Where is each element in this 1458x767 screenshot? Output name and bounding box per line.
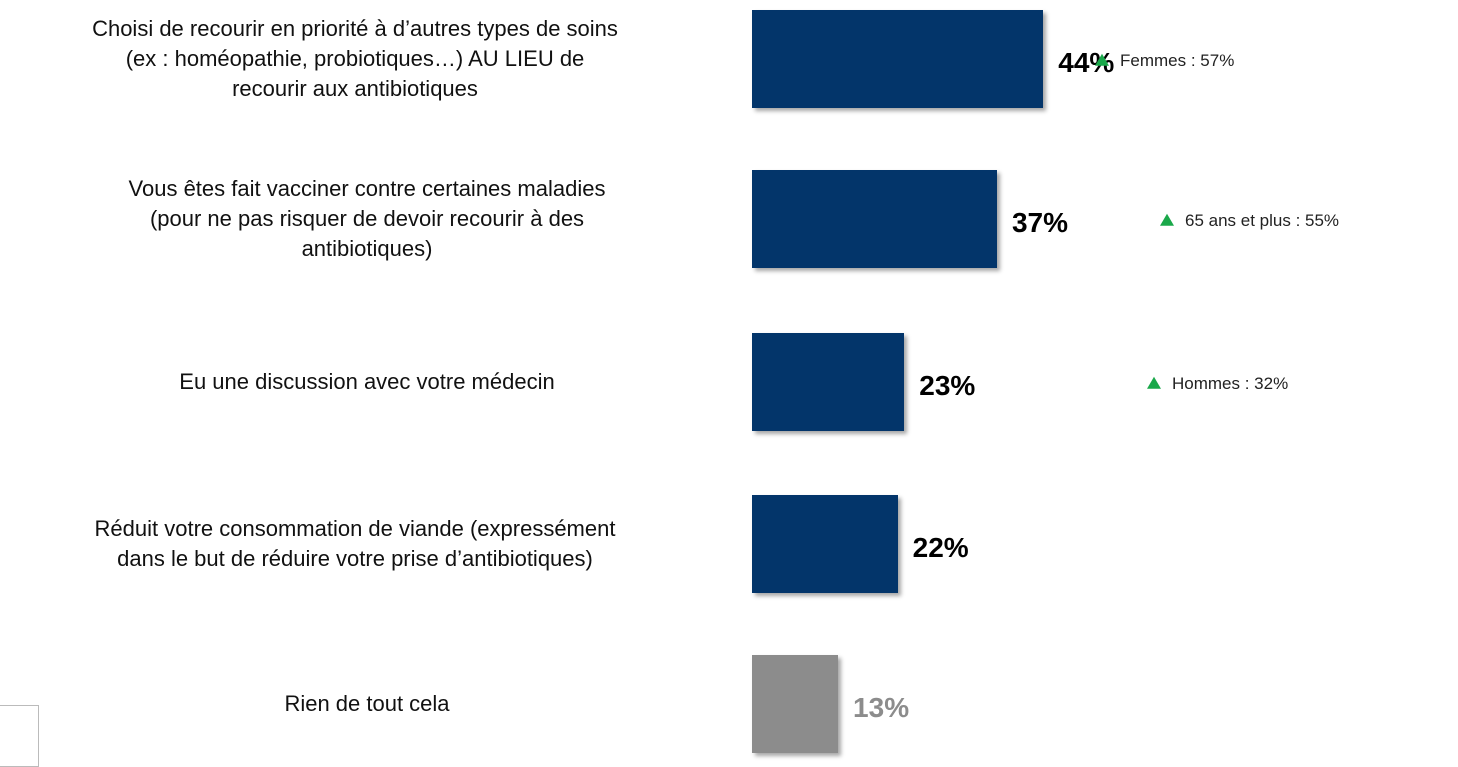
bar	[752, 655, 839, 753]
up-arrow	[1095, 53, 1109, 66]
category-label: Choisi de recourir en priorité à d’autre…	[92, 16, 618, 101]
annotation: Hommes : 32%	[1172, 374, 1289, 393]
value-label: 23%	[919, 370, 976, 401]
category-label: Vous êtes fait vacciner contre certaines…	[128, 176, 606, 261]
bar	[752, 10, 1044, 108]
bar	[752, 333, 905, 431]
category-label: Eu une discussion avec votre médecin	[179, 369, 555, 394]
category-label: Réduit votre consommation de viande (exp…	[94, 516, 616, 571]
value-label: 22%	[912, 532, 969, 563]
annotation: 65 ans et plus : 55%	[1185, 211, 1340, 230]
up-arrow	[1160, 213, 1174, 226]
annotation: Femmes : 57%	[1120, 51, 1235, 70]
bar	[752, 170, 997, 268]
category-label: Rien de tout cela	[284, 691, 450, 716]
value-label: 13%	[853, 692, 910, 723]
value-label: 37%	[1011, 207, 1068, 238]
up-arrow	[1147, 376, 1161, 389]
bar	[752, 495, 898, 593]
